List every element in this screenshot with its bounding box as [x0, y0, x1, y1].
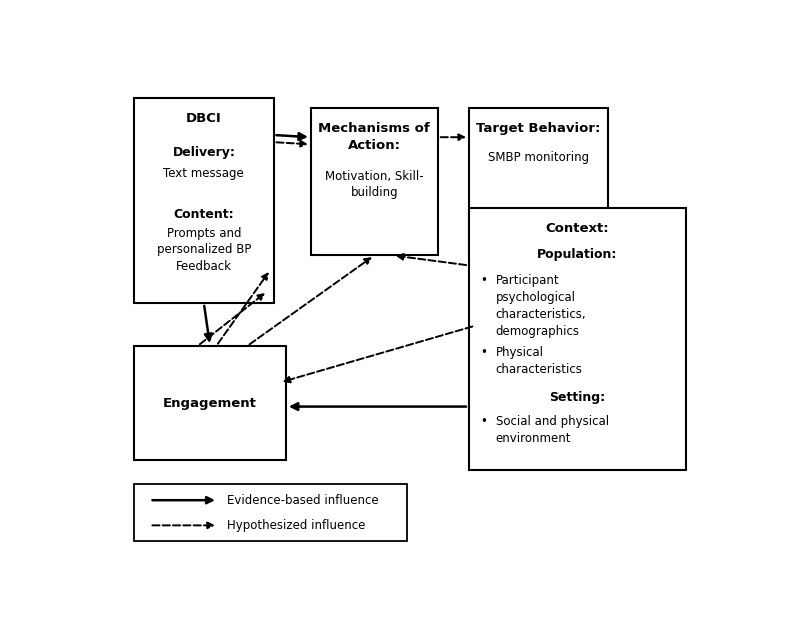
- Text: Target Behavior:: Target Behavior:: [477, 122, 601, 135]
- FancyBboxPatch shape: [469, 108, 608, 256]
- Text: Mechanisms of: Mechanisms of: [318, 122, 430, 135]
- Text: SMBP monitoring: SMBP monitoring: [488, 150, 590, 163]
- Text: Population:: Population:: [538, 248, 618, 261]
- Text: personalized BP: personalized BP: [157, 243, 251, 256]
- Text: psychological: psychological: [495, 291, 575, 304]
- FancyBboxPatch shape: [134, 484, 407, 542]
- Text: •: •: [480, 274, 487, 287]
- FancyBboxPatch shape: [134, 98, 274, 303]
- Text: Setting:: Setting:: [550, 391, 606, 404]
- Text: Text message: Text message: [163, 167, 244, 180]
- FancyBboxPatch shape: [134, 346, 286, 461]
- Text: •: •: [480, 346, 487, 359]
- Text: Motivation, Skill-: Motivation, Skill-: [325, 170, 424, 183]
- FancyBboxPatch shape: [310, 108, 438, 256]
- Text: Context:: Context:: [546, 222, 610, 235]
- Text: building: building: [350, 186, 398, 199]
- Text: DBCI: DBCI: [186, 113, 222, 126]
- Text: Participant: Participant: [495, 274, 559, 287]
- Text: Hypothesized influence: Hypothesized influence: [227, 519, 366, 532]
- Text: characteristics,: characteristics,: [495, 308, 586, 321]
- Text: characteristics: characteristics: [495, 363, 582, 376]
- Text: Action:: Action:: [348, 139, 401, 152]
- Text: Physical: Physical: [495, 346, 543, 359]
- Text: Social and physical: Social and physical: [495, 415, 609, 428]
- Text: Engagement: Engagement: [163, 397, 257, 410]
- Text: Feedback: Feedback: [176, 260, 232, 273]
- Text: Evidence-based influence: Evidence-based influence: [227, 494, 378, 507]
- Text: •: •: [480, 415, 487, 428]
- Text: Delivery:: Delivery:: [173, 145, 235, 159]
- Text: Content:: Content:: [174, 208, 234, 221]
- Text: environment: environment: [495, 431, 571, 445]
- Text: demographics: demographics: [495, 324, 579, 337]
- Text: Prompts and: Prompts and: [166, 227, 241, 240]
- FancyBboxPatch shape: [469, 208, 686, 470]
